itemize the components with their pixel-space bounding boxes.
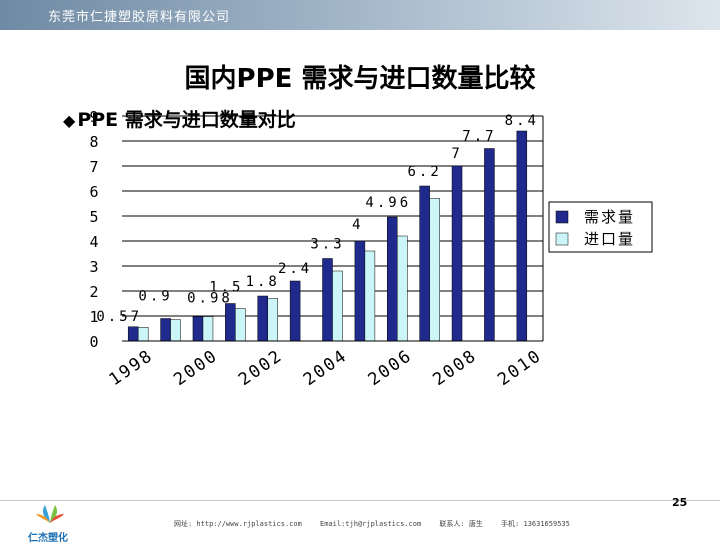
demand-bar xyxy=(419,185,430,342)
import-bar xyxy=(267,298,278,342)
chart-heading: ◆ PPE 需求与进口数量对比 xyxy=(63,105,296,132)
data-label: 1.5 xyxy=(209,280,243,296)
y-tick-label: 8 xyxy=(89,133,98,151)
y-tick-label: 2 xyxy=(89,283,98,301)
import-bar xyxy=(137,327,149,342)
demand-bar xyxy=(451,165,463,342)
demand-bar xyxy=(289,280,301,342)
x-tick-label: 2006 xyxy=(365,346,417,390)
diamond-bullet-icon: ◆ xyxy=(63,111,76,130)
y-tick-label: 7 xyxy=(89,158,98,176)
chart-title: PPE 需求与进口数量对比 xyxy=(77,109,296,131)
y-axis-ticks: 0 1 2 3 4 5 6 7 8 9 xyxy=(89,108,98,351)
footer-phone: 手机: 13631659535 xyxy=(501,520,570,528)
x-tick-label: 2010 xyxy=(494,346,546,390)
legend-label: 进口量 xyxy=(584,230,635,248)
page-number: 25 xyxy=(672,496,688,509)
footer-email: Email:tjh@rjplastics.com xyxy=(320,520,422,528)
x-tick-label: 2000 xyxy=(170,346,222,390)
y-tick-label: 6 xyxy=(89,183,98,201)
leaf-logo-icon xyxy=(36,505,64,523)
y-tick-label: 9 xyxy=(89,108,98,126)
y-tick-label: 3 xyxy=(89,258,98,276)
demand-bar xyxy=(484,148,495,342)
footer-contact-person: 联系人: 唐生 xyxy=(439,520,483,528)
header-bar: 东莞市仁捷塑胶原料有限公司 xyxy=(0,0,720,30)
logo-text: 仁杰塑化 xyxy=(28,533,68,544)
data-label: 8.4 xyxy=(505,113,539,129)
demand-bar xyxy=(387,216,398,342)
y-tick-label: 1 xyxy=(89,308,98,326)
x-tick-label: 2004 xyxy=(300,346,352,390)
y-tick-label: 5 xyxy=(89,208,98,226)
legend-label: 需求量 xyxy=(584,208,635,226)
company-name: 东莞市仁捷塑胶原料有限公司 xyxy=(48,10,231,25)
data-label: 0.57 xyxy=(96,309,142,325)
import-bar xyxy=(429,198,440,342)
company-logo: 仁杰塑化 xyxy=(28,503,70,544)
data-label: 0.9 xyxy=(138,289,172,305)
demand-bar xyxy=(354,240,366,342)
data-label: 7.7 xyxy=(462,129,496,145)
data-labels: 0.57 0.9 0.981.5 1.82.4 3.3 44.96 6.2 77.7 8.4 xyxy=(96,113,539,325)
demand-bar xyxy=(127,326,139,342)
chart-bars xyxy=(127,130,528,342)
x-tick-label: 2002 xyxy=(235,346,287,390)
legend-swatch xyxy=(555,210,569,224)
data-label: 0.98 xyxy=(187,291,233,307)
import-bar xyxy=(170,319,181,342)
import-bar xyxy=(332,270,343,342)
import-bar xyxy=(397,235,408,342)
x-tick-label: 1998 xyxy=(106,346,158,390)
legend-swatch xyxy=(555,232,569,246)
import-bar xyxy=(202,316,214,342)
y-tick-label: 4 xyxy=(89,233,98,251)
footer-divider xyxy=(0,500,720,501)
import-bar xyxy=(235,308,246,342)
slide-title: 国内PPE 需求与进口数量比较 xyxy=(184,64,536,94)
data-label: 4.96 xyxy=(365,195,411,211)
x-axis-ticks: 1998 2000 2002 2004 2006 2008 2010 xyxy=(106,346,546,390)
demand-bar xyxy=(160,318,171,342)
demand-bar xyxy=(322,258,333,342)
data-label: 6.2 xyxy=(408,164,442,180)
demand-bar xyxy=(257,295,268,342)
footer-website: 网址: http://www.rjplastics.com xyxy=(174,520,302,528)
import-bar xyxy=(364,250,376,342)
data-label: 2.4 xyxy=(278,261,312,277)
data-label: 7 xyxy=(451,146,462,162)
demand-bar xyxy=(225,303,236,342)
x-tick-label: 2008 xyxy=(429,346,481,390)
y-tick-label: 0 xyxy=(89,333,98,351)
demand-bar xyxy=(516,130,528,342)
demand-bar xyxy=(192,316,204,342)
footer-contact: 网址: http://www.rjplastics.com Email:tjh@… xyxy=(174,519,584,529)
data-label: 3.3 xyxy=(310,237,344,253)
data-label: 1.8 xyxy=(246,274,280,290)
data-label: 4 xyxy=(352,217,363,233)
